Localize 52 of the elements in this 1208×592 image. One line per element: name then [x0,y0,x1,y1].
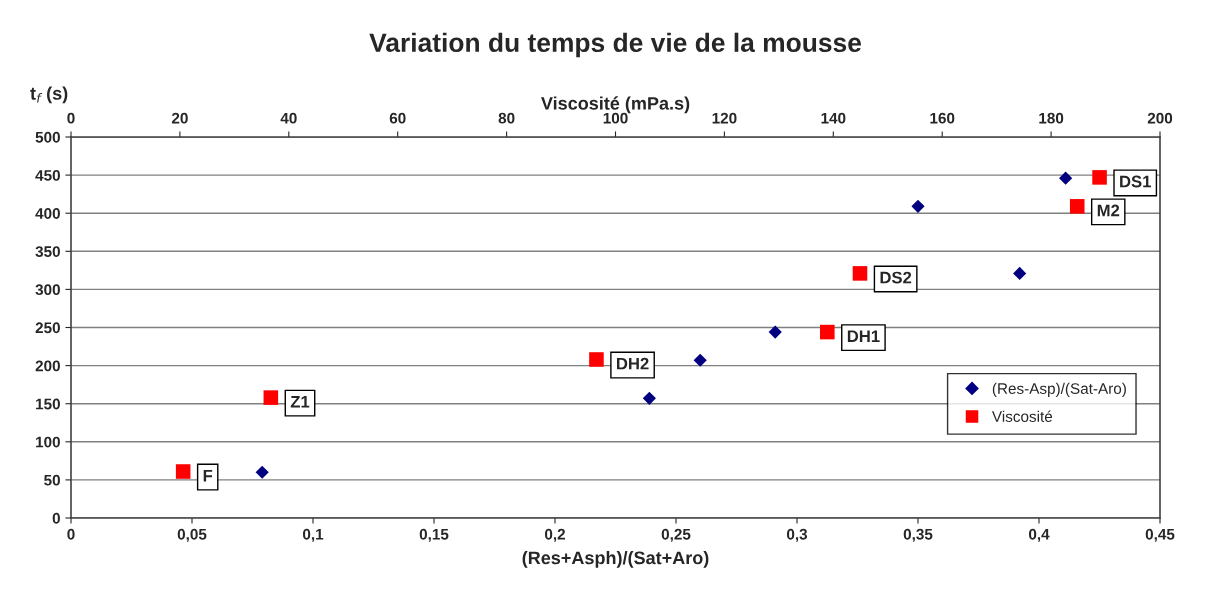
x-tick-label: 0,35 [903,528,933,542]
legend-label: (Res-Asp)/(Sat-Aro) [992,382,1126,397]
y-tick-label: 500 [35,131,60,143]
data-label: DS1 [1120,175,1151,188]
point [911,199,925,213]
point [768,325,782,339]
x2-tick-label: 120 [712,112,737,124]
x-tick-label: 0,3 [786,528,808,542]
x2-tick-label: 0 [67,112,75,124]
y-tick-label: 400 [35,208,60,219]
y-axis-title: t$_{f}$ (s) [30,86,68,104]
data-label: F [203,469,213,482]
x2-tick-label: 20 [171,112,188,124]
x-tick-label: 0,25 [661,528,691,542]
point [642,391,656,405]
x2-tick-label: 200 [1147,112,1173,124]
x2-axis-title: Viscosité (mPa.s) [541,96,690,114]
data-label: DH2 [617,357,649,370]
y-tick-label: 450 [35,169,60,181]
y-tick-label: 100 [36,436,60,448]
x2-tick-label: 80 [498,112,515,124]
y-tick-label: 200 [35,360,60,372]
x-tick-label: 0,2 [544,528,566,542]
data-label: DS2 [880,271,912,284]
point [1013,266,1027,280]
point [255,465,269,479]
x-tick-label: 0,15 [419,528,449,542]
data-label: M2 [1097,204,1120,217]
y-tick-label: 300 [35,284,60,296]
x2-tick-label: 100 [603,112,628,124]
x-tick-label: 0,05 [177,528,207,542]
x-axis-title: (Res+Asph)/(Sat+Aro) [522,550,709,568]
x-tick-label: 0,1 [302,528,324,542]
data-label: Z1 [290,396,310,408]
x2-tick-label: 60 [389,112,406,124]
x2-tick-label: 140 [821,112,846,124]
y-tick-label: 250 [35,322,60,334]
y-tick-label: 0 [52,512,60,524]
data-label: DH1 [847,330,880,342]
x-tick-label: 0 [67,528,75,540]
x2-tick-label: 160 [930,112,955,124]
legend-label: Viscosité [991,410,1053,422]
chart-title: Variation du temps de vie de la mousse [369,32,861,58]
x2-tick-label: 40 [280,112,297,124]
y-tick-label: 50 [44,474,60,486]
y-tick-label: 150 [36,398,60,410]
x-tick-label: 0,45 [1145,528,1175,542]
x-tick-label: 0,4 [1028,528,1050,542]
y-tick-label: 350 [35,246,60,258]
point [693,353,707,367]
x2-tick-label: 180 [1039,112,1064,124]
point [1059,171,1073,185]
